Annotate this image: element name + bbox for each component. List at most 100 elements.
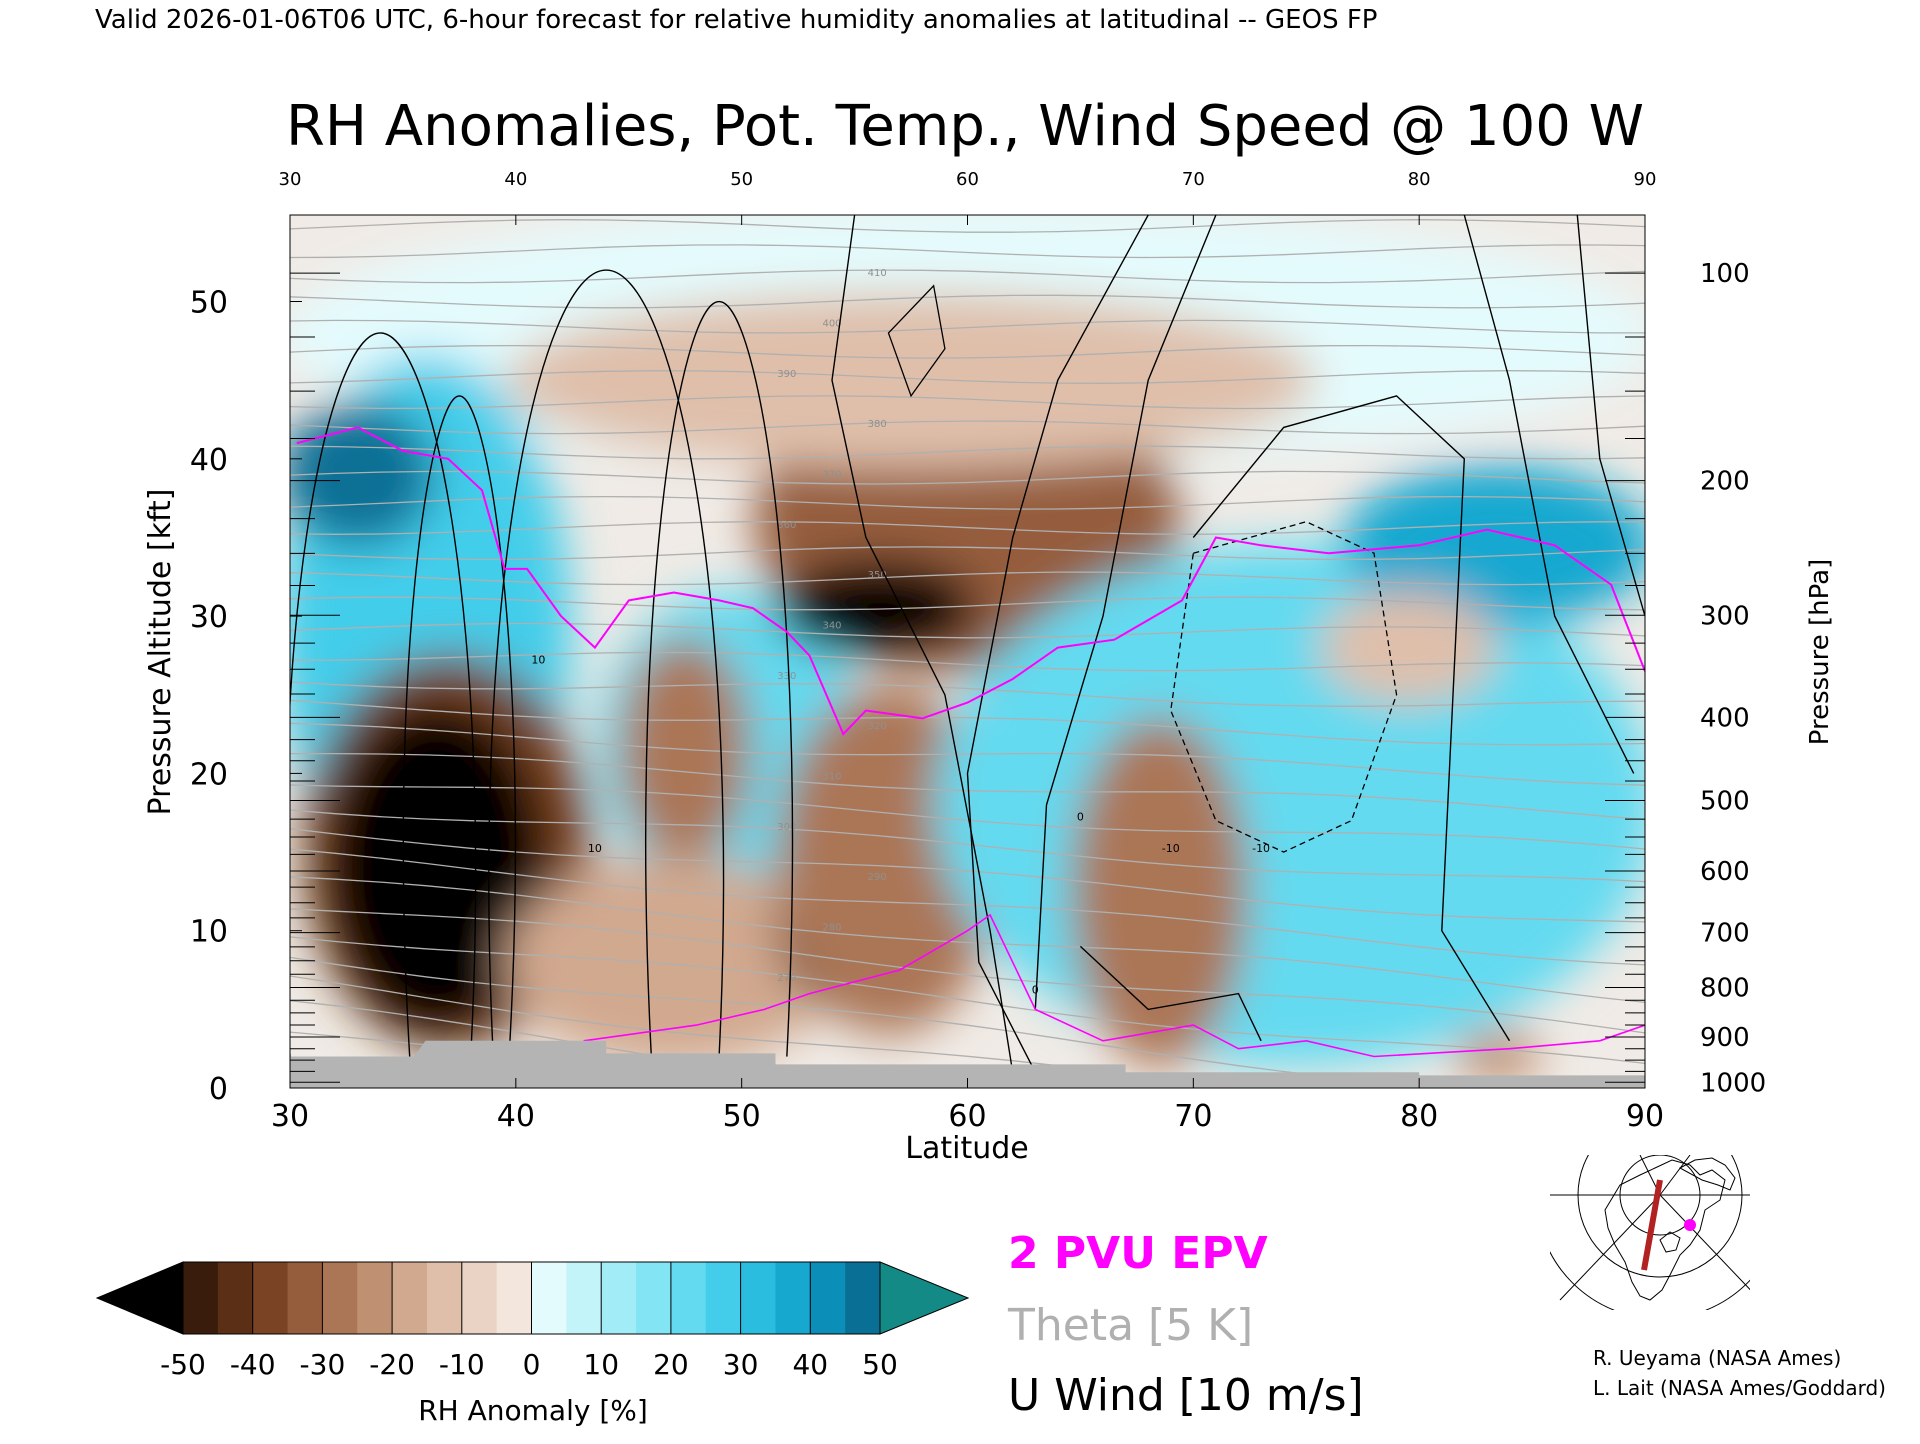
pressure-tick-label: 200 <box>1700 467 1750 497</box>
u-wind-contour-line <box>1192 395 1511 1042</box>
pressure-tick-label: 100 <box>1700 259 1750 289</box>
y-tick-label: 0 <box>209 1072 228 1107</box>
theta-contour-line <box>290 244 1645 259</box>
x-tick-label: 80 <box>1400 1099 1438 1134</box>
rh-anomaly-region <box>1341 464 1645 627</box>
rh-anomaly-region <box>505 857 842 1067</box>
legend-u-wind: U Wind [10 m/s] <box>1008 1370 1364 1421</box>
theta-contour-line <box>290 420 1645 435</box>
colorbar-swatch <box>531 1262 567 1334</box>
theta-contour-line <box>290 908 1645 1034</box>
x-tick-label: 60 <box>948 1099 986 1134</box>
y-tick-label: 20 <box>190 757 228 792</box>
legend-epv: 2 PVU EPV <box>1008 1228 1268 1279</box>
theta-contour-label: 290 <box>868 872 887 883</box>
rh-anomaly-region <box>505 291 1317 469</box>
x-tick-label-top: 40 <box>504 169 527 190</box>
rh-anomaly-field <box>290 215 1645 1083</box>
theta-contour-line <box>290 269 1645 284</box>
map-coastline <box>1678 1157 1736 1191</box>
u-wind-contour-line <box>1034 215 1217 1010</box>
u-wind-contours: 10 10 0 0 -10 -10 <box>290 215 1645 1073</box>
colorbar-swatch <box>183 1262 219 1334</box>
colorbar-label: RH Anomaly [%] <box>418 1394 648 1427</box>
rh-field-smoothed <box>290 215 1645 1083</box>
y-tick-label: 50 <box>190 286 228 321</box>
terrain-fill <box>290 1040 1645 1088</box>
x-tick-label: 50 <box>723 1099 761 1134</box>
u-wind-contour-label: -10 <box>1252 842 1270 855</box>
u-wind-contour-line <box>644 300 794 1057</box>
locator-map <box>1550 1155 1750 1310</box>
theta-contour-line <box>290 521 1645 535</box>
y-tick-label: 30 <box>190 600 228 635</box>
colorbar-tick-label: 20 <box>653 1348 689 1381</box>
colorbar-swatch <box>566 1262 602 1334</box>
theta-contour-line <box>290 699 1645 746</box>
colorbar-swatch <box>461 1262 498 1334</box>
u-wind-contour-line <box>887 284 946 398</box>
pressure-tick-label: 1000 <box>1700 1068 1766 1098</box>
colorbar-swatch <box>845 1262 881 1334</box>
y-axis-label: Pressure Altitude [kft] <box>143 489 178 816</box>
colorbar-tick-label: 10 <box>583 1348 619 1381</box>
rh-anomaly-region <box>1454 1030 1543 1083</box>
x-tick-label-top: 90 <box>1634 169 1657 190</box>
colorbar-swatch <box>217 1262 254 1334</box>
map-coastline <box>1659 1231 1681 1253</box>
map-meridian <box>1659 1194 1750 1291</box>
u-wind-contour-line <box>1079 945 1262 1042</box>
x-tick-label-top: 80 <box>1408 169 1431 190</box>
map-meridian <box>1559 1194 1661 1301</box>
theta-contour-line <box>290 722 1645 786</box>
credit-line-1: R. Ueyama (NASA Ames) <box>1593 1346 1841 1370</box>
colorbar-swatch <box>740 1262 776 1334</box>
pressure-tick-label: 500 <box>1700 786 1750 816</box>
x-tick-label-top: 30 <box>279 169 302 190</box>
theta-contour-line <box>290 1000 912 1088</box>
colorbar-swatch <box>322 1262 358 1334</box>
rh-anomaly-region <box>290 401 436 548</box>
theta-contour-line <box>290 370 1645 384</box>
theta-contour-line <box>290 651 1645 672</box>
colorbar-swatch <box>252 1262 289 1334</box>
theta-contour-label: 400 <box>822 319 841 330</box>
rh-anomaly-region <box>325 700 549 1036</box>
theta-contour-line <box>290 975 1218 1088</box>
colorbar-tick-label: -10 <box>439 1348 485 1381</box>
u-wind-contour-label: 0 <box>1077 811 1084 824</box>
colorbar-swatch <box>810 1262 846 1334</box>
map-location-marker <box>1684 1219 1696 1231</box>
rh-anomaly-region <box>1318 590 1497 705</box>
theta-contour-line <box>290 495 1645 510</box>
theta-contour-label: 330 <box>777 671 796 682</box>
y-tick-label: 10 <box>190 915 228 950</box>
x-axis-label: Latitude <box>905 1131 1028 1166</box>
pressure-tick-label: 800 <box>1700 973 1750 1003</box>
rh-anomaly-region <box>776 558 978 658</box>
colorbar: -50 -40 -30 -20 -10 0 10 20 30 40 50 <box>95 1261 970 1381</box>
x-tick-label: 30 <box>271 1099 309 1134</box>
colorbar-swatch <box>496 1262 532 1334</box>
epv-2pvu-contour <box>296 426 1645 1058</box>
map-meridian <box>1659 1155 1691 1196</box>
axes: 3030404050506060707080809090010203040501… <box>190 169 1766 1134</box>
u-wind-contour-line <box>1463 215 1635 774</box>
colorbar-tick-label: 50 <box>862 1348 898 1381</box>
colorbar-tick-label: 40 <box>792 1348 828 1381</box>
theta-contour-label: 370 <box>822 470 841 481</box>
theta-contour-label: 320 <box>868 721 887 732</box>
colorbar-swatch <box>705 1262 742 1334</box>
colorbar-over-triangle <box>879 1261 970 1335</box>
x-tick-label: 40 <box>497 1099 535 1134</box>
u-wind-contour-negative <box>1170 521 1398 853</box>
theta-contour-line <box>290 294 1645 309</box>
epv-2pvu-line <box>296 426 1645 736</box>
colorbar-tick-label: -40 <box>230 1348 276 1381</box>
theta-contour-label: 340 <box>822 621 841 632</box>
pressure-tick-label: 600 <box>1700 857 1750 887</box>
epv-low-level-line <box>583 913 1645 1058</box>
y-tick-label: 40 <box>190 443 228 478</box>
theta-contour-line <box>290 445 1645 460</box>
plot-area: 270 280 290 300 310 320 330 340 350 360 370 380 390 4… <box>289 214 1646 1089</box>
